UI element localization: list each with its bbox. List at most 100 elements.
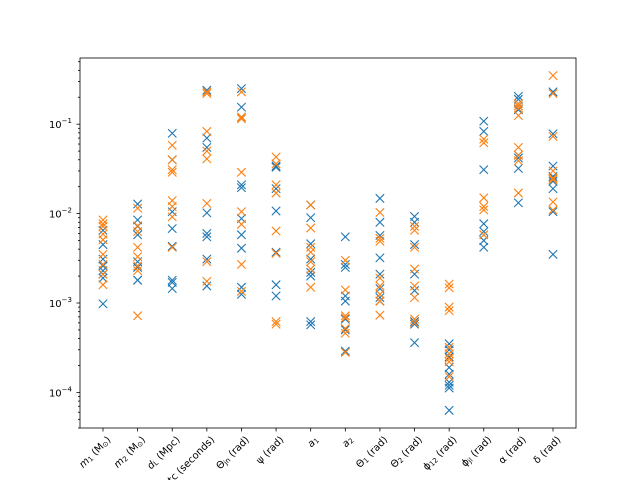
- data-point: [513, 101, 523, 111]
- data-point: [479, 230, 489, 240]
- data-point: [548, 249, 558, 259]
- data-point: [271, 162, 281, 172]
- data-point: [306, 247, 316, 257]
- data-point: [271, 248, 281, 258]
- data-point: [409, 242, 420, 252]
- x-tick-label: Θjn (rad): [215, 435, 252, 472]
- data-point: [271, 206, 281, 216]
- data-point: [548, 131, 558, 142]
- data-point: [98, 215, 108, 225]
- data-point: [202, 254, 212, 264]
- data-point: [340, 313, 350, 323]
- data-point: [202, 232, 212, 242]
- data-point: [444, 369, 454, 379]
- data-point: [202, 276, 212, 286]
- data-point: [306, 239, 316, 249]
- data-point: [133, 266, 143, 276]
- x-tick-label: Θ1 (rad): [355, 435, 391, 471]
- data-point: [513, 103, 523, 114]
- data-point: [409, 285, 420, 296]
- data-point: [98, 269, 108, 279]
- data-point: [271, 188, 281, 198]
- data-point: [236, 286, 247, 296]
- data-point: [479, 226, 489, 237]
- data-point: [513, 163, 523, 174]
- data-point: [236, 282, 247, 292]
- data-point: [340, 328, 350, 338]
- x-tick-label: δ (rad): [532, 435, 564, 467]
- data-point: [548, 88, 558, 99]
- data-point: [98, 235, 108, 245]
- data-point: [98, 249, 108, 259]
- data-point: [236, 207, 247, 217]
- data-point: [375, 310, 385, 320]
- y-tick-label: 10−2: [49, 207, 72, 221]
- data-point: [98, 219, 108, 229]
- data-point: [444, 380, 454, 390]
- data-point: [306, 267, 316, 277]
- data-point: [340, 314, 350, 324]
- data-point: [133, 242, 143, 252]
- data-point: [236, 114, 247, 124]
- x-tick-label: a2: [341, 435, 356, 450]
- data-point: [444, 279, 454, 289]
- data-point: [202, 133, 212, 143]
- data-point: [133, 311, 143, 321]
- data-point: [236, 102, 247, 112]
- y-tick-label: 10−1: [49, 117, 72, 131]
- data-point: [444, 349, 454, 359]
- x-tick-label: m2 (M⊙): [112, 435, 148, 471]
- data-point: [133, 203, 143, 213]
- data-point: [444, 353, 454, 364]
- data-point: [409, 264, 420, 274]
- data-point: [375, 289, 385, 299]
- data-point: [375, 236, 385, 246]
- data-point: [133, 262, 143, 273]
- data-point: [340, 259, 350, 270]
- data-point: [444, 342, 454, 352]
- data-point: [340, 325, 350, 335]
- x-tick-label: a1: [306, 435, 321, 450]
- x-axis: m1 (M⊙)m2 (M⊙)dL (Mpc)tc (seconds)Θjn (r…: [78, 428, 564, 480]
- data-point: [133, 230, 143, 240]
- data-point: [375, 217, 385, 227]
- data-point: [513, 188, 523, 198]
- data-point: [375, 292, 385, 303]
- data-point: [202, 198, 212, 209]
- data-point: [340, 311, 350, 321]
- data-point: [306, 271, 316, 281]
- data-point: [167, 223, 177, 234]
- data-point: [444, 372, 454, 382]
- data-point: [375, 193, 385, 203]
- data-point: [548, 175, 558, 185]
- data-point: [513, 153, 523, 163]
- data-point: [271, 180, 281, 190]
- data-point: [202, 208, 212, 218]
- data-point: [133, 226, 143, 237]
- data-point: [236, 180, 247, 190]
- data-point: [548, 176, 558, 186]
- data-point: [409, 292, 420, 303]
- data-point: [375, 253, 385, 263]
- y-axis: 10−4 10−3 10−2 10−1: [49, 61, 80, 429]
- x-tick-label: ϕ12 (rad): [422, 435, 460, 473]
- data-point: [340, 347, 350, 358]
- data-point: [479, 205, 489, 215]
- data-point: [548, 70, 558, 81]
- data-point: [513, 142, 523, 152]
- data-point: [513, 110, 523, 121]
- data-point: [271, 247, 281, 257]
- data-point: [479, 165, 489, 175]
- data-point: [409, 240, 420, 250]
- data-point: [271, 152, 281, 162]
- data-point: [409, 225, 420, 235]
- data-point: [271, 316, 281, 327]
- data-point: [444, 302, 454, 312]
- data-point: [306, 316, 316, 327]
- data-point: [513, 94, 523, 104]
- data-point: [306, 213, 316, 223]
- data-point: [479, 126, 489, 137]
- data-point: [202, 228, 212, 239]
- data-point: [375, 296, 385, 306]
- data-point: [479, 134, 489, 144]
